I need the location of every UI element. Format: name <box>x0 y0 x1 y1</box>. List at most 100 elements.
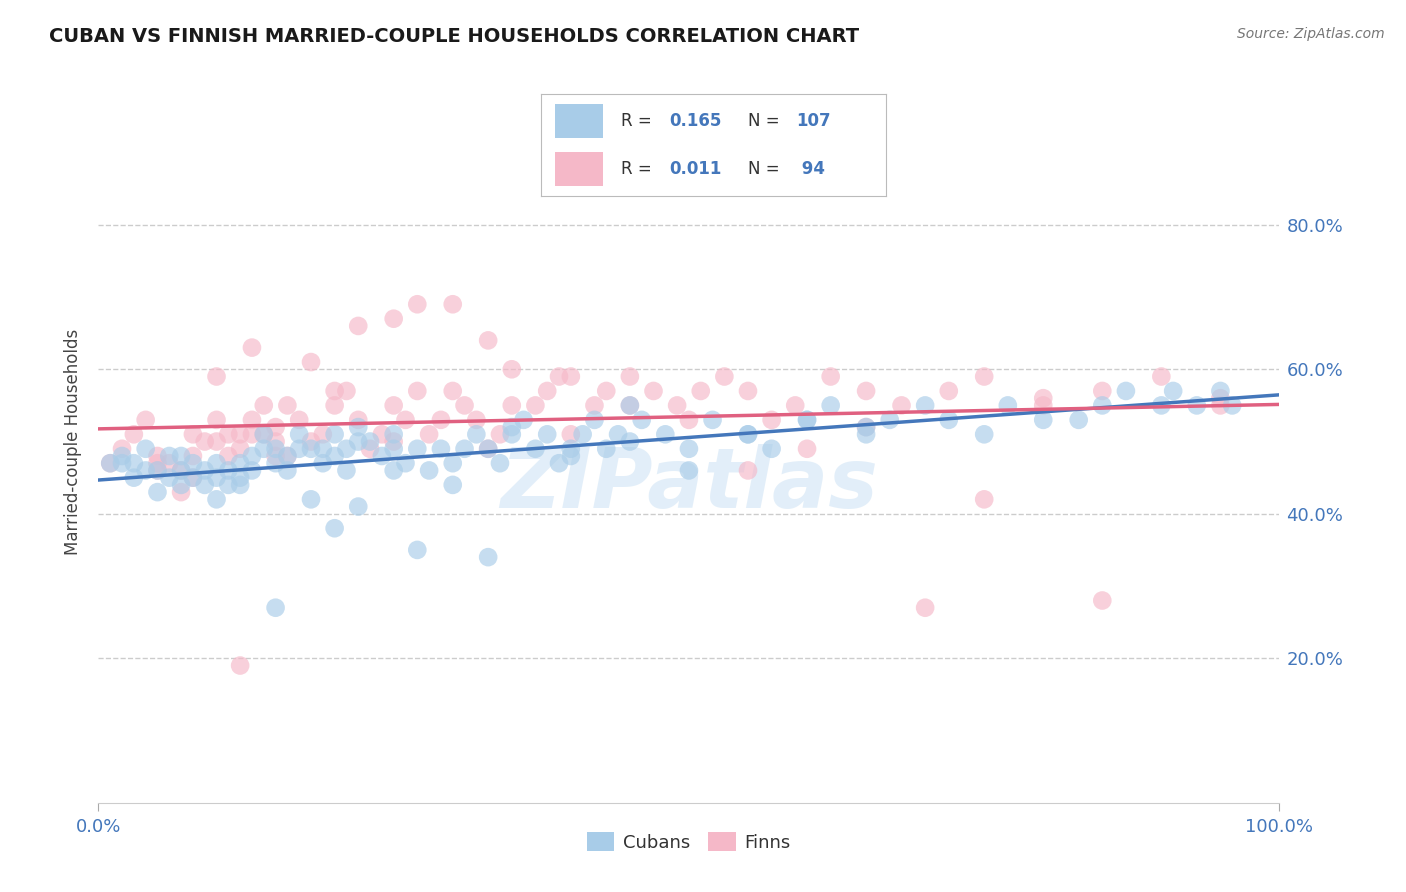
Point <box>205 456 228 470</box>
Point <box>453 442 475 456</box>
Point <box>253 427 276 442</box>
Point <box>371 427 394 442</box>
Point <box>560 449 582 463</box>
Point <box>347 500 370 514</box>
Point <box>973 492 995 507</box>
Point <box>229 470 252 484</box>
Point <box>512 413 534 427</box>
Point <box>299 434 322 449</box>
Point <box>524 398 547 412</box>
Point <box>1209 398 1232 412</box>
Point <box>1209 391 1232 405</box>
Point <box>973 369 995 384</box>
Point <box>335 384 357 398</box>
Point <box>678 442 700 456</box>
Point <box>796 413 818 427</box>
Point <box>855 427 877 442</box>
Point <box>264 456 287 470</box>
Point <box>312 427 335 442</box>
Point <box>430 413 453 427</box>
Point <box>761 413 783 427</box>
Point <box>146 485 169 500</box>
Point <box>217 478 239 492</box>
Point <box>997 398 1019 412</box>
Point <box>406 384 429 398</box>
Point <box>382 463 405 477</box>
Point <box>299 492 322 507</box>
Point <box>394 456 416 470</box>
Point <box>1150 398 1173 412</box>
Point <box>1091 398 1114 412</box>
Point <box>323 384 346 398</box>
Point <box>702 413 724 427</box>
Point <box>217 463 239 477</box>
Point <box>560 442 582 456</box>
Point <box>181 427 204 442</box>
Point <box>678 463 700 477</box>
Point <box>418 427 440 442</box>
Point <box>465 427 488 442</box>
Point <box>1091 593 1114 607</box>
Point <box>359 434 381 449</box>
Point <box>240 413 263 427</box>
Point <box>347 434 370 449</box>
Point <box>229 658 252 673</box>
Point <box>146 463 169 477</box>
Point <box>796 442 818 456</box>
Point <box>335 463 357 477</box>
Point <box>276 449 298 463</box>
Point <box>111 456 134 470</box>
Point <box>240 427 263 442</box>
Point <box>595 442 617 456</box>
Point <box>170 485 193 500</box>
Point <box>382 434 405 449</box>
Point <box>1161 384 1184 398</box>
Point <box>430 442 453 456</box>
Point <box>477 334 499 348</box>
Point <box>501 362 523 376</box>
Y-axis label: Married-couple Households: Married-couple Households <box>65 328 83 555</box>
Point <box>299 442 322 456</box>
Point <box>146 449 169 463</box>
Text: N =: N = <box>748 160 785 178</box>
Point <box>323 521 346 535</box>
Point <box>406 542 429 557</box>
Point <box>288 442 311 456</box>
Point <box>501 398 523 412</box>
Point <box>571 427 593 442</box>
Point <box>560 369 582 384</box>
Point <box>240 463 263 477</box>
Point <box>229 456 252 470</box>
Point <box>122 456 145 470</box>
Point <box>382 398 405 412</box>
Point <box>1032 391 1054 405</box>
Text: Source: ZipAtlas.com: Source: ZipAtlas.com <box>1237 27 1385 41</box>
Point <box>441 478 464 492</box>
Point <box>1032 413 1054 427</box>
Point <box>879 413 901 427</box>
Point <box>1032 398 1054 412</box>
Point <box>477 442 499 456</box>
Point <box>276 463 298 477</box>
Point <box>382 427 405 442</box>
Point <box>157 449 180 463</box>
Point <box>98 456 121 470</box>
Point <box>536 427 558 442</box>
Point <box>264 600 287 615</box>
Point <box>146 463 169 477</box>
Point <box>796 413 818 427</box>
Point <box>583 413 606 427</box>
Point <box>217 427 239 442</box>
Point <box>170 463 193 477</box>
FancyBboxPatch shape <box>555 104 603 137</box>
Point <box>323 449 346 463</box>
Point <box>264 449 287 463</box>
Point <box>973 427 995 442</box>
Point <box>181 456 204 470</box>
Point <box>229 442 252 456</box>
Point <box>1067 413 1090 427</box>
Point <box>820 369 842 384</box>
Point <box>678 413 700 427</box>
Point <box>205 470 228 484</box>
Point <box>619 434 641 449</box>
